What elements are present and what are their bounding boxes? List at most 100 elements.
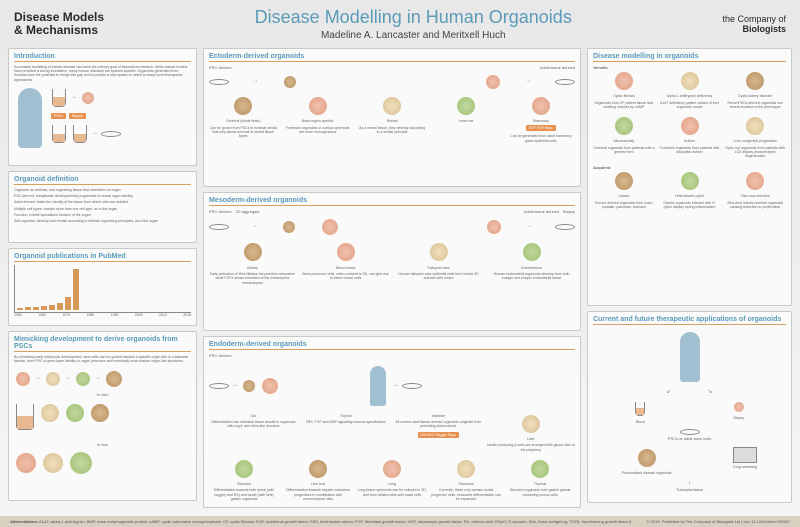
year-tick: 1980 xyxy=(87,313,95,318)
chart-bar xyxy=(33,307,39,310)
fallopian-icon xyxy=(430,243,448,261)
disease-icon xyxy=(746,72,764,90)
dish-icon xyxy=(680,429,700,435)
adult-derived-label: Adult-tissue derived xyxy=(540,65,575,70)
disease-item: Cystic kidney disorder Renal iPSCs deriv… xyxy=(724,70,786,111)
kidney-dis-label: Cystic kidney disorder xyxy=(724,94,786,99)
cancer-label: Cancer xyxy=(593,194,655,199)
beaker-icon xyxy=(52,125,66,143)
region-label: Brain-region specific xyxy=(283,119,351,124)
gut-desc: Differentiation into intestinal tissue r… xyxy=(209,420,298,428)
mammary-desc: Can be generated from adult mammary glan… xyxy=(507,134,575,142)
arrow-icon: ↙ xyxy=(667,389,672,397)
liverbud-icon xyxy=(309,460,327,478)
mesoderm-header: Mesoderm-derived organoids xyxy=(209,197,575,206)
psc-derived-label: PSC derived xyxy=(209,65,231,70)
fallopian-desc: Human fallopian tube epithelial cells fo… xyxy=(395,272,482,280)
endoderm-header: Endoderm-derived organoids xyxy=(209,341,575,350)
right-column: Disease modelling in organoids Genetic C… xyxy=(587,48,792,508)
disease-panel: Disease modelling in organoids Genetic C… xyxy=(587,48,792,306)
dish-icon xyxy=(555,224,575,230)
disease-icon xyxy=(681,72,699,90)
publications-body: 19501960197019801990200020102018 xyxy=(14,265,191,318)
liver-icon xyxy=(522,415,540,433)
mesoderm-body: PSC derived 3D aggregate Adult-tissue de… xyxy=(209,209,575,286)
publisher-prefix: the Company of xyxy=(722,14,786,24)
mimicking-text: By mimicking early embryonic development… xyxy=(14,355,191,363)
year-tick: 2018 xyxy=(183,313,191,318)
arrow-icon: → xyxy=(526,78,532,86)
therapeutic-panel: Current and future therapeutic applicati… xyxy=(587,311,792,503)
middle-column: Ectoderm-derived organoids PSC derived A… xyxy=(203,48,581,508)
year-tick: 1970 xyxy=(62,313,70,318)
embryo-icon xyxy=(16,453,36,473)
copyright: © 2019. Published by The Company of Biol… xyxy=(647,519,790,524)
stomach-label: Stomach xyxy=(209,482,279,487)
poster-footer: Abbreviations: A1AT, alpha-1-anti-trypsi… xyxy=(0,516,800,527)
endoderm-panel: Endoderm-derived organoids PSC derived →… xyxy=(203,336,581,508)
embryo-icon xyxy=(70,452,92,474)
aggregate-icon xyxy=(284,76,296,88)
arrow-icon: → xyxy=(92,130,98,138)
mammary-label: Mammary xyxy=(507,119,575,124)
well-plate-icon xyxy=(733,447,757,463)
region-desc: Forebrain organoids or cortical spheroid… xyxy=(283,126,351,134)
title-area: Disease Modelling in Human Organoids Mad… xyxy=(255,7,572,41)
disease-item: Cancer Tumour derived organoids from col… xyxy=(593,170,655,211)
a1at-label: Alpha-1 antitrypsin deficiency xyxy=(659,94,721,99)
stomach-icon xyxy=(235,460,253,478)
arrow-icon: → xyxy=(71,94,77,102)
disease-item: Zika virus infection Zika virus infects … xyxy=(724,170,786,211)
aggregate-icon xyxy=(243,380,255,392)
publications-header: Organoid publications in PubMed xyxy=(14,253,191,262)
a1at-desc: A1AT deficiency patient variant of liver… xyxy=(659,101,721,109)
retinal-desc: As a neural tissue, they develop accordi… xyxy=(358,126,426,134)
dish-icon xyxy=(555,79,575,85)
cerebral-desc: Can be grown from PSCs in minimal media … xyxy=(209,126,277,139)
in-vitro-label: In vitro xyxy=(14,392,191,397)
psc-icon xyxy=(16,372,30,386)
blood-desc: Bone precursor cells, when cultured in 3… xyxy=(302,272,389,280)
blood-label: Blood vessel xyxy=(302,266,389,271)
sphere-icon xyxy=(322,219,338,235)
year-tick: 2000 xyxy=(135,313,143,318)
disease-icon xyxy=(681,172,699,190)
pancreas-icon xyxy=(457,460,475,478)
autism-desc: Forebrain organoids from patients with i… xyxy=(659,146,721,154)
disease-item: Liver congenital progressive Optic cup o… xyxy=(724,115,786,160)
thymus-icon xyxy=(531,460,549,478)
ectoderm-header: Ectoderm-derived organoids xyxy=(209,53,575,62)
author-names: Madeline A. Lancaster and Meritxell Huch xyxy=(255,30,572,41)
stomach-desc: Differentiation towards both antral (wit… xyxy=(209,488,279,501)
disease-icon xyxy=(681,117,699,135)
micro-label: Microcephaly xyxy=(593,139,655,144)
beaker-icon xyxy=(73,125,87,143)
kidney-icon xyxy=(244,243,262,261)
tissue-icon xyxy=(486,75,500,89)
arrow-icon: → xyxy=(526,223,532,231)
intro-body: Successful modelling of human disease ha… xyxy=(14,65,191,152)
therapeutic-body: ↙ ↘ Blood Biopsy PSCs or adu xyxy=(593,328,786,493)
lung-icon xyxy=(383,460,401,478)
retinal-label: Retinal xyxy=(358,119,426,124)
chart-bar xyxy=(73,269,79,310)
therapeutic-header: Current and future therapeutic applicati… xyxy=(593,316,786,325)
retinal-icon xyxy=(383,97,401,115)
disease-item: Helicobacter pylori Gastric organoids in… xyxy=(659,170,721,211)
zika-desc: Zika virus infects cerebral organoids ca… xyxy=(724,201,786,209)
cerebral-icon xyxy=(234,97,252,115)
thyroid-desc: FBS, FGF and BMP signalling induces spec… xyxy=(302,420,391,424)
mammary-box: EGF FGF Rspo xyxy=(526,125,556,132)
kidney-desc: Early activation of Wnt initiates the pr… xyxy=(209,272,296,285)
mimicking-body: By mimicking early embryonic development… xyxy=(14,355,191,476)
dish-icon xyxy=(209,383,229,389)
hpylori-label: Helicobacter pylori xyxy=(659,194,721,199)
organoid-icon xyxy=(106,371,122,387)
def-self: Self-organise: develop and remain accord… xyxy=(14,219,191,223)
year-tick: 1960 xyxy=(38,313,46,318)
def-psc: PSC-derived: recapitulate developmental … xyxy=(14,194,191,198)
arrow-icon: → xyxy=(65,375,71,383)
biopsy-label: Biopsy xyxy=(563,209,575,214)
journal-logo: Disease Models & Mechanisms xyxy=(14,11,104,37)
chart-bar xyxy=(25,307,31,310)
